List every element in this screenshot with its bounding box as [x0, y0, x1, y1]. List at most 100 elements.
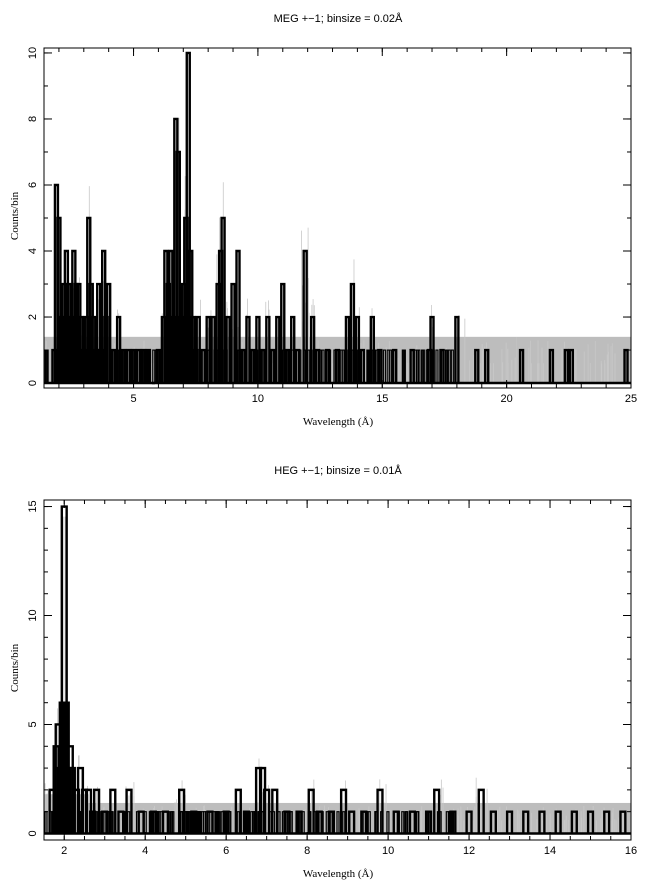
noise-bin	[435, 349, 439, 384]
data-bar	[623, 348, 629, 384]
data-bar	[408, 810, 417, 834]
data-bar	[115, 315, 122, 384]
y-tick-label: 2	[27, 314, 39, 320]
y-tick-label: 6	[27, 182, 39, 188]
data-bar	[240, 348, 246, 384]
data-bar	[489, 810, 497, 834]
noise-bin	[170, 811, 174, 834]
data-bar	[433, 788, 441, 834]
data-bar	[429, 315, 435, 384]
data-bar	[190, 810, 198, 834]
x-tick-label: 8	[304, 845, 310, 857]
data-bar	[315, 810, 323, 834]
data-bar	[309, 315, 316, 384]
data-bar	[302, 249, 308, 384]
y-tick-label: 10	[27, 47, 39, 59]
data-bar	[295, 348, 301, 384]
data-bar	[348, 810, 356, 834]
data-bar	[474, 348, 480, 384]
x-tick-label: 20	[501, 393, 513, 405]
data-bar	[66, 745, 74, 834]
data-bar	[130, 348, 137, 384]
data-bar	[295, 810, 303, 834]
data-bar	[349, 282, 356, 384]
noise-bin	[421, 349, 425, 384]
data-bar	[344, 315, 351, 384]
x-tick-label: 15	[376, 393, 388, 405]
data-bar	[225, 315, 231, 384]
y-tick-label: 4	[27, 248, 39, 254]
data-bar	[255, 315, 261, 384]
y-tick-label: 10	[27, 609, 39, 621]
x-tick-label: 12	[463, 845, 475, 857]
data-bar	[324, 348, 331, 384]
data-bar	[105, 282, 112, 384]
noise-bin	[198, 811, 202, 834]
x-tick-label: 5	[130, 393, 136, 405]
data-bar	[125, 348, 132, 384]
noise-bin	[382, 349, 386, 384]
data-bar	[339, 788, 348, 834]
x-tick-label: 14	[544, 845, 556, 857]
data-bar	[563, 348, 570, 384]
noise-bin	[401, 811, 405, 834]
data-bar	[96, 282, 102, 384]
data-bar	[369, 315, 376, 384]
data-bar	[290, 315, 296, 384]
data-bar	[120, 348, 127, 384]
data-bar	[230, 282, 236, 384]
data-bar	[260, 348, 266, 384]
data-bar	[484, 348, 490, 384]
x-axis-label: Wavelength (Å)	[303, 416, 374, 428]
data-bar	[280, 282, 286, 384]
data-bar	[149, 810, 157, 834]
data-bar	[548, 348, 555, 384]
y-tick-label: 0	[27, 380, 39, 386]
x-tick-label: 10	[382, 845, 394, 857]
noise-bin	[450, 349, 454, 384]
data-bar	[439, 348, 445, 384]
noise-bin	[214, 811, 219, 834]
data-bar	[195, 315, 201, 384]
data-bar	[101, 810, 109, 834]
y-axis-label: Counts/bin	[9, 191, 21, 240]
data-bar	[538, 810, 546, 834]
meg-panel: MEG +−1; binsize = 0.02Å Wavelength (Å) …	[9, 12, 637, 428]
data-bar	[185, 51, 191, 384]
noise-bin	[416, 811, 420, 834]
data-bar	[175, 150, 182, 384]
data-bar	[245, 315, 251, 384]
data-bar	[619, 810, 627, 834]
data-bar	[522, 810, 530, 834]
data-bar	[454, 315, 460, 384]
data-bar	[161, 810, 170, 834]
data-bar	[424, 810, 433, 834]
y-tick-label: 5	[27, 721, 39, 727]
data-bar	[263, 788, 271, 834]
data-bar	[135, 348, 142, 384]
y-tick-label: 15	[27, 500, 39, 512]
data-bar	[603, 810, 611, 834]
data-bar	[234, 788, 242, 834]
data-bar	[265, 315, 271, 384]
data-bar	[220, 216, 226, 384]
noise-bin	[321, 349, 325, 384]
data-bar	[125, 788, 133, 834]
data-bar	[586, 810, 595, 834]
data-bar	[137, 810, 145, 834]
data-bar	[117, 810, 125, 834]
noise-bin	[404, 811, 408, 834]
data-bar	[205, 315, 211, 384]
data-bar	[206, 810, 214, 834]
x-tick-label: 16	[625, 845, 637, 857]
data-bar	[109, 788, 117, 834]
data-bar	[377, 348, 383, 384]
data-bar	[554, 810, 562, 834]
noise-bin	[342, 811, 346, 834]
data-bar	[275, 315, 281, 384]
data-bar	[110, 348, 117, 384]
data-bar	[285, 348, 291, 384]
data-bar	[210, 315, 216, 384]
noise-bin	[366, 349, 370, 384]
